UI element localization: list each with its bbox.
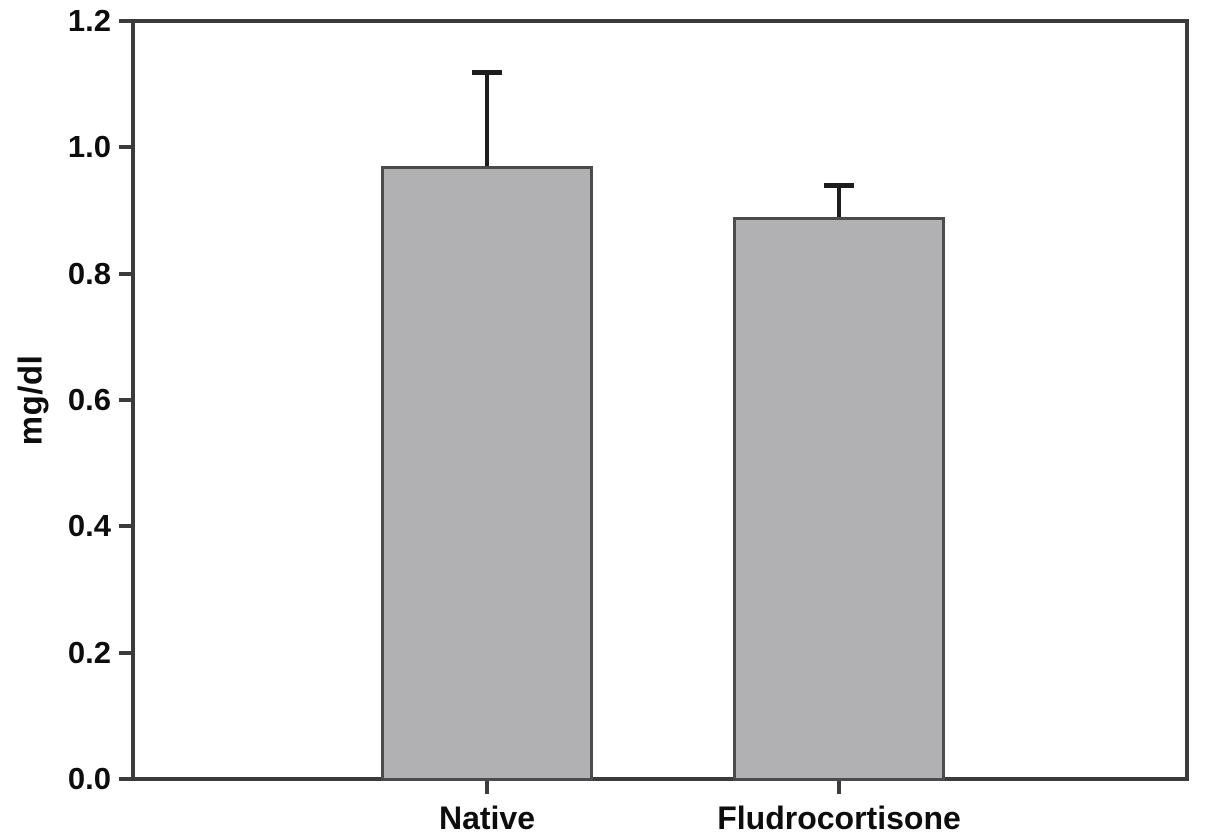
error-bar-stem xyxy=(837,185,841,217)
error-bar-cap xyxy=(472,70,502,75)
x-tick-mark xyxy=(485,781,489,794)
y-tick-mark xyxy=(119,271,133,276)
x-tick-label: Native xyxy=(438,800,536,836)
bar-native xyxy=(381,166,593,781)
error-bar-cap xyxy=(824,183,854,188)
error-bar-stem xyxy=(485,72,489,166)
y-tick-label: 0.4 xyxy=(67,508,111,544)
y-tick-mark xyxy=(119,650,133,655)
y-tick-label: 0.8 xyxy=(67,255,111,291)
y-tick-mark xyxy=(119,145,133,150)
y-tick-label: 0.6 xyxy=(67,382,111,417)
y-tick-mark xyxy=(119,19,133,23)
x-tick-label: Fludrocortisone xyxy=(717,800,961,836)
y-tick-label: 0.0 xyxy=(67,761,111,796)
y-tick-mark xyxy=(119,777,133,781)
bar-fludrocortisone xyxy=(733,217,945,781)
plot-frame xyxy=(131,19,1189,781)
y-tick-mark xyxy=(119,398,133,402)
x-tick-mark xyxy=(837,781,841,794)
y-tick-label: 1.2 xyxy=(67,3,111,38)
y-tick-mark xyxy=(119,524,133,529)
y-tick-label: 0.2 xyxy=(67,634,111,670)
y-tick-label: 1.0 xyxy=(67,129,111,165)
